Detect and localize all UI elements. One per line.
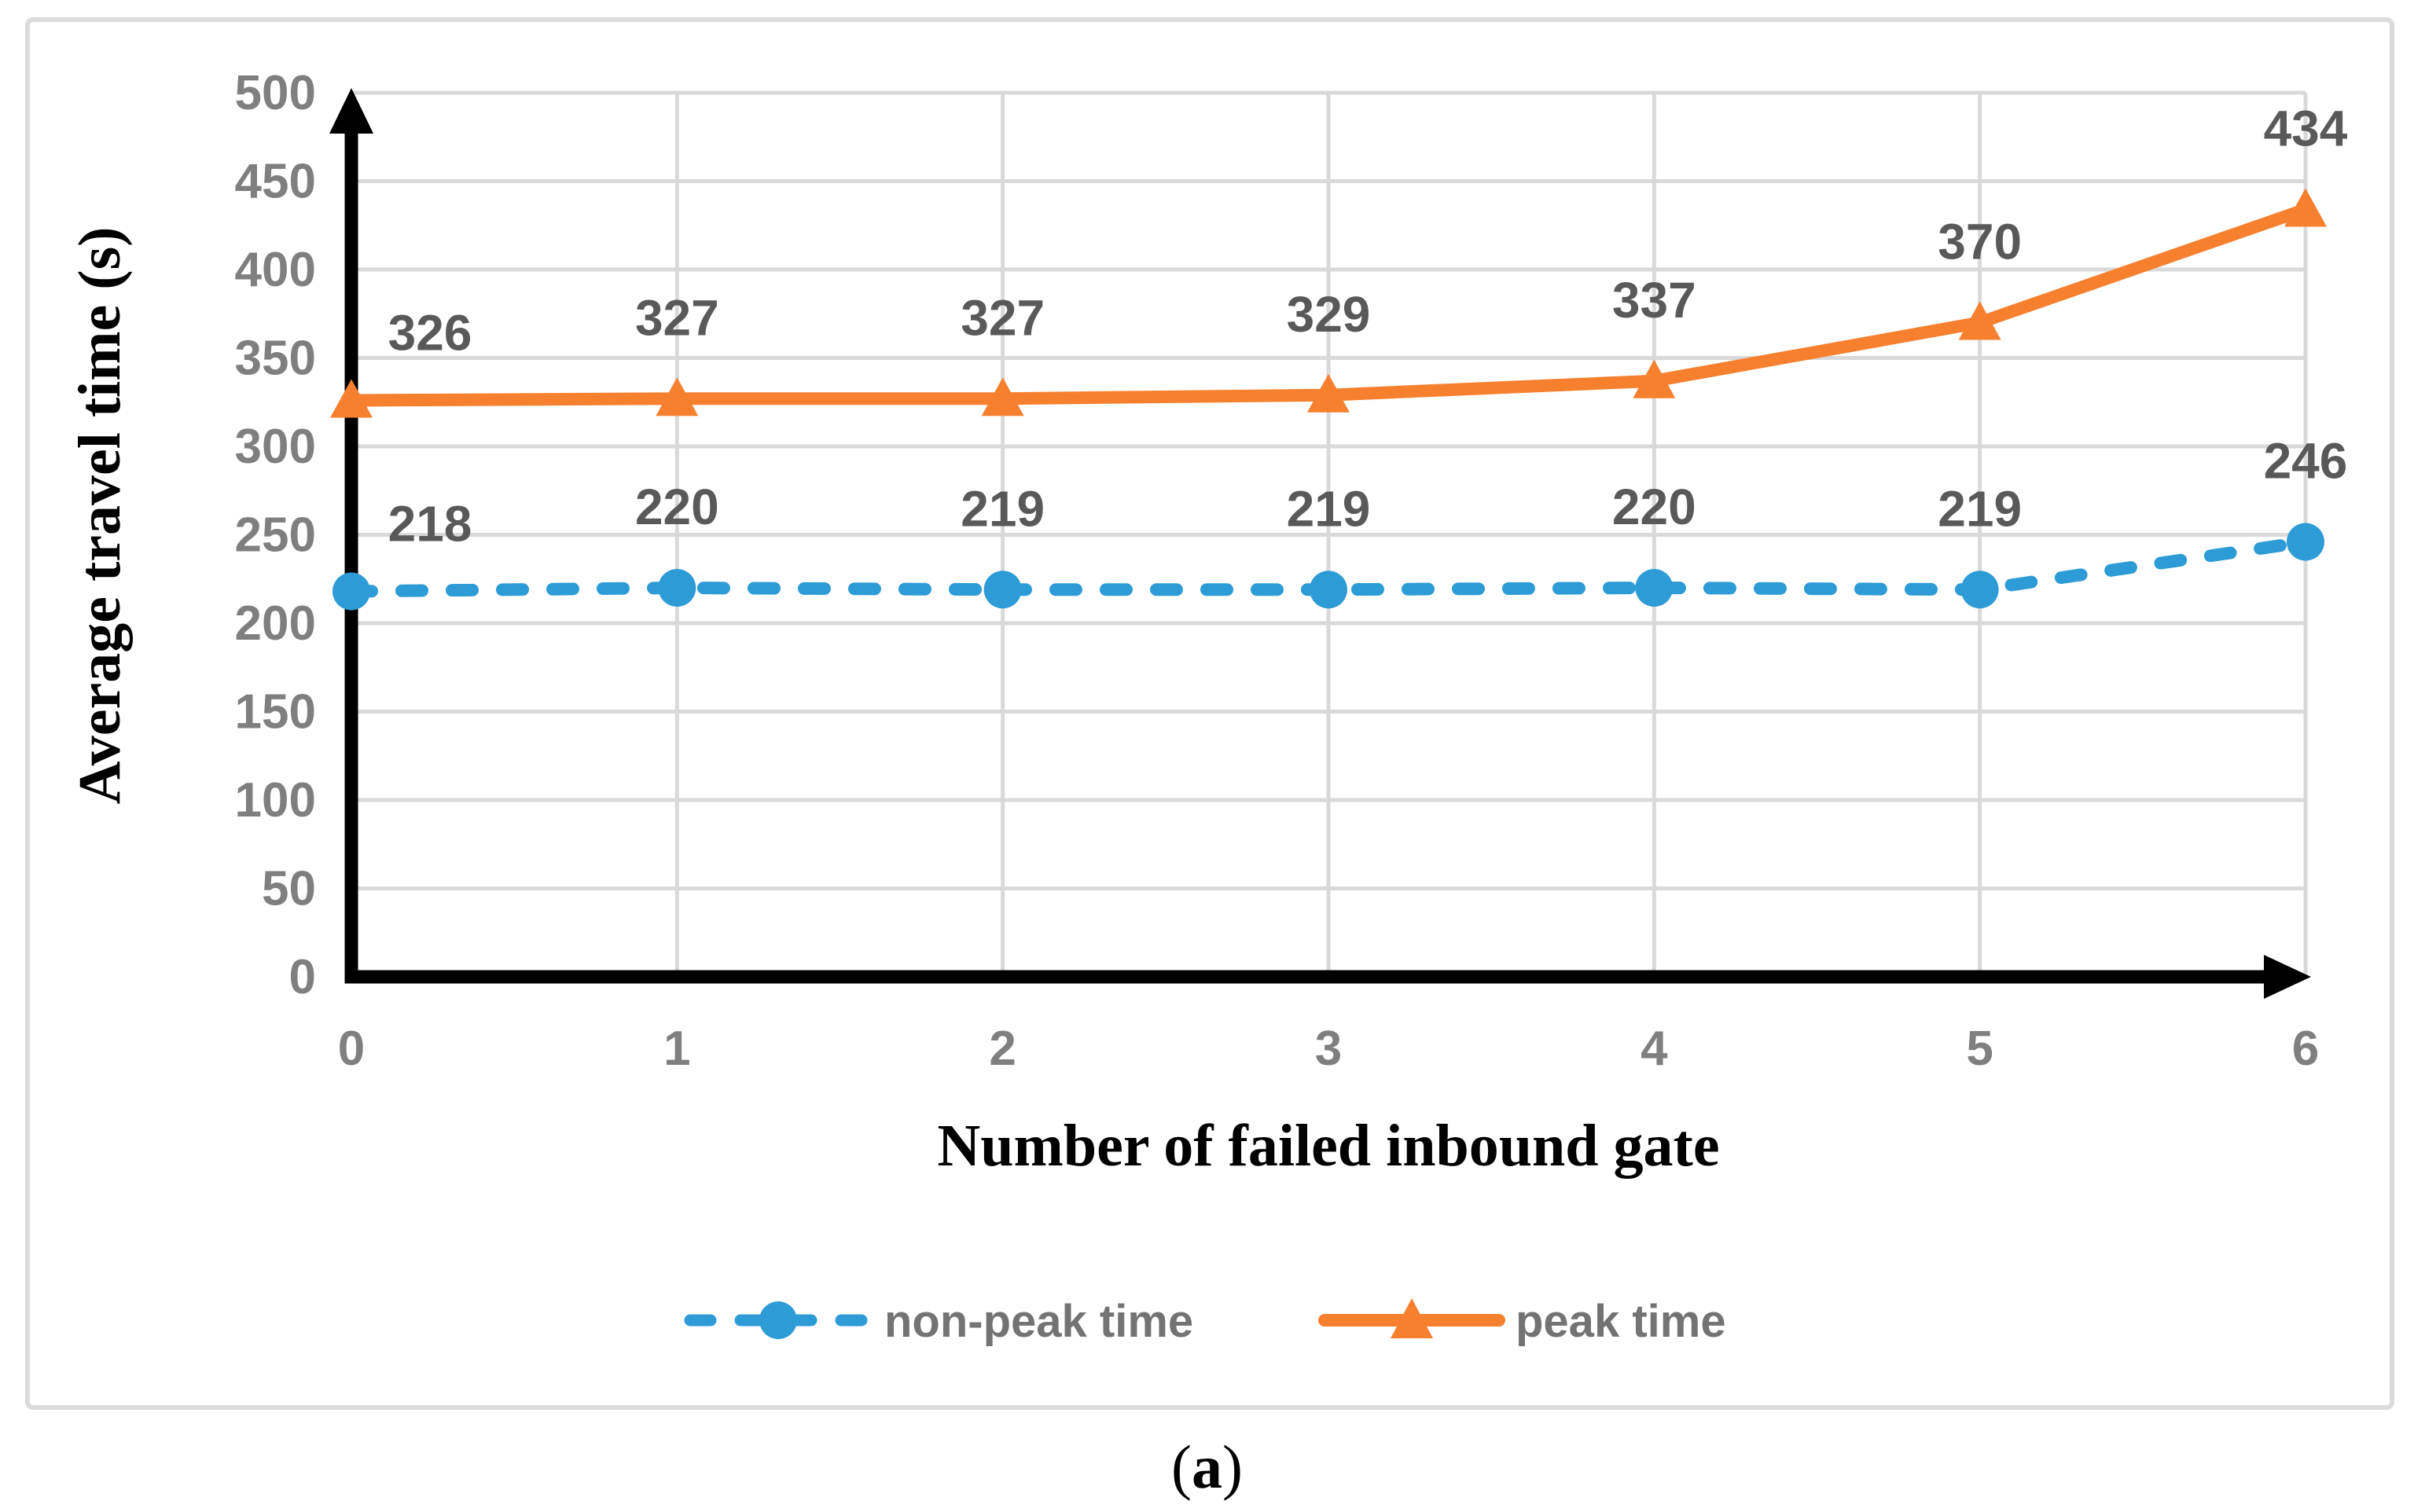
y-tick-label: 350 bbox=[235, 332, 316, 386]
x-axis-arrow-icon bbox=[2264, 955, 2311, 999]
x-tick-label: 6 bbox=[2292, 1022, 2319, 1076]
point-marker-triangle bbox=[1633, 359, 1676, 398]
point-marker-circle bbox=[1635, 569, 1674, 607]
data-label: 370 bbox=[1938, 214, 2022, 270]
data-labels: 218 220 219 219 220 219 246 326 327 327 329 337 370 4… bbox=[388, 101, 2348, 552]
y-tick-label: 300 bbox=[235, 420, 316, 474]
x-tick-label: 1 bbox=[663, 1022, 690, 1076]
data-label: 219 bbox=[961, 480, 1045, 537]
legend-label-nonpeak: non-peak time bbox=[884, 1296, 1193, 1347]
point-marker-triangle bbox=[330, 379, 373, 418]
y-tick-label: 0 bbox=[289, 950, 316, 1004]
y-tick-label: 450 bbox=[235, 155, 316, 209]
data-label: 220 bbox=[635, 479, 719, 535]
point-marker-triangle bbox=[1306, 373, 1350, 413]
data-label: 219 bbox=[1938, 480, 2022, 537]
data-label: 246 bbox=[2264, 433, 2348, 490]
legend-triangle-marker bbox=[1391, 1298, 1433, 1338]
x-tick-label: 3 bbox=[1315, 1022, 1342, 1076]
data-label: 219 bbox=[1287, 480, 1371, 537]
point-marker-circle bbox=[1309, 571, 1347, 609]
y-tick-label: 400 bbox=[235, 243, 316, 297]
data-label: 327 bbox=[961, 289, 1045, 346]
y-tick-label: 200 bbox=[235, 596, 316, 651]
y-tick-label: 100 bbox=[235, 773, 316, 828]
data-label: 434 bbox=[2264, 101, 2348, 157]
legend-label-peak: peak time bbox=[1516, 1296, 1726, 1347]
data-label: 337 bbox=[1612, 272, 1696, 328]
subfigure-caption: (a) bbox=[1171, 1433, 1243, 1501]
y-tick-label: 50 bbox=[262, 862, 316, 916]
x-tick-label: 2 bbox=[989, 1022, 1016, 1076]
y-tick-label: 150 bbox=[235, 685, 316, 739]
y-tick-label: 500 bbox=[235, 66, 316, 120]
x-axis-title: Number of failed inbound gate bbox=[937, 1113, 1719, 1179]
point-marker-circle bbox=[2286, 523, 2324, 561]
x-tick-label: 5 bbox=[1966, 1022, 1993, 1076]
x-tick-label: 4 bbox=[1641, 1022, 1668, 1076]
y-tick-label: 250 bbox=[235, 508, 316, 563]
data-label: 218 bbox=[388, 496, 472, 552]
series-lines bbox=[330, 188, 2327, 611]
tick-labels: 0 50 100 150 200 250 300 350 400 450 500 0 1 2 3 4 5 6 bbox=[235, 66, 2320, 1076]
data-label: 220 bbox=[1612, 479, 1696, 535]
axes bbox=[329, 88, 2311, 999]
x-tick-label: 0 bbox=[338, 1022, 365, 1076]
data-label: 327 bbox=[635, 289, 719, 346]
legend: non-peak time peak time bbox=[684, 1296, 1726, 1347]
point-marker-triangle bbox=[656, 377, 699, 417]
point-marker-circle bbox=[983, 571, 1022, 609]
y-axis-arrow-icon bbox=[329, 88, 373, 134]
y-axis-title: Average travel time (s) bbox=[67, 227, 133, 805]
legend-circle-marker bbox=[759, 1301, 797, 1339]
point-marker-triangle bbox=[981, 377, 1024, 417]
point-marker-circle bbox=[1960, 571, 1999, 609]
point-marker-triangle bbox=[1958, 301, 2001, 340]
gridlines bbox=[351, 90, 2308, 977]
point-marker-circle bbox=[333, 572, 370, 611]
point-marker-circle bbox=[658, 569, 696, 607]
data-label: 326 bbox=[388, 305, 472, 361]
point-marker-triangle bbox=[2284, 188, 2327, 227]
data-label: 329 bbox=[1287, 286, 1371, 343]
